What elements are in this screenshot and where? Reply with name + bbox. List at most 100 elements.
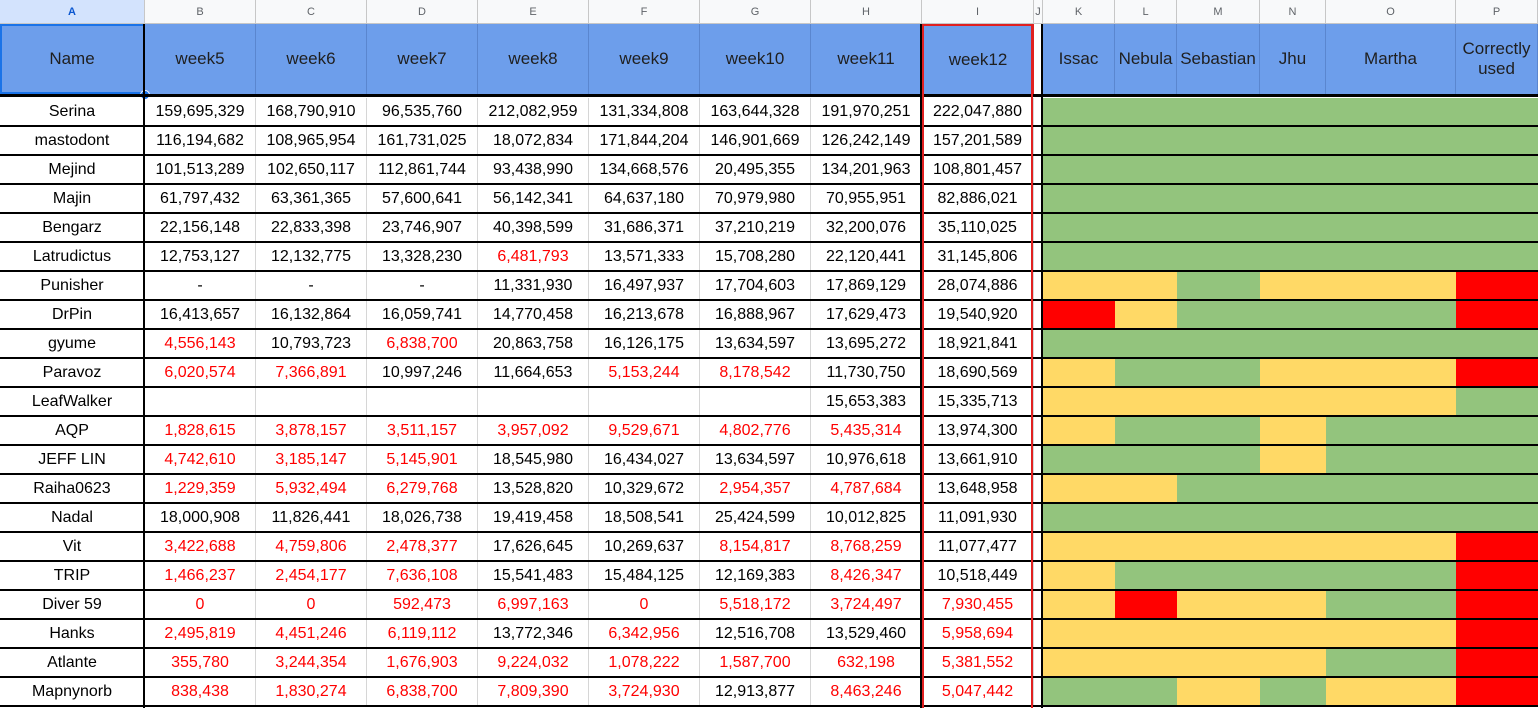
table-cell[interactable]: 18,921,841 [922,330,1034,357]
table-cell[interactable]: 17,626,645 [478,533,589,560]
status-cell-martha[interactable] [1326,185,1456,212]
table-cell[interactable]: 40,398,599 [478,214,589,241]
status-cell-jhu[interactable] [1260,591,1326,618]
table-cell[interactable]: 108,965,954 [256,127,367,154]
table-cell[interactable]: 63,361,365 [256,185,367,212]
status-cell-correctly-used[interactable] [1456,301,1538,328]
table-cell[interactable]: 31,686,371 [589,214,700,241]
status-cell-correctly-used[interactable] [1456,533,1538,560]
table-cell[interactable]: 15,708,280 [700,243,811,270]
status-cell-issac[interactable] [1043,359,1115,386]
table-cell[interactable]: 1,830,274 [256,678,367,705]
table-cell[interactable]: 222,047,880 [922,98,1034,125]
table-cell[interactable]: 1,676,903 [367,649,478,676]
table-cell[interactable]: 16,132,864 [256,301,367,328]
table-cell[interactable]: 23,746,907 [367,214,478,241]
status-cell-sebastian[interactable] [1177,475,1260,502]
table-cell[interactable]: 22,120,441 [811,243,922,270]
table-cell[interactable]: 18,000,908 [145,504,256,531]
table-cell[interactable]: 10,997,246 [367,359,478,386]
table-cell[interactable]: 13,528,820 [478,475,589,502]
table-cell[interactable]: 96,535,760 [367,98,478,125]
status-cell-jhu[interactable] [1260,678,1326,705]
table-cell[interactable]: 17,869,129 [811,272,922,299]
status-cell-sebastian[interactable] [1177,417,1260,444]
table-cell[interactable]: 6,997,163 [478,591,589,618]
status-cell-jhu[interactable] [1260,475,1326,502]
table-cell[interactable]: 8,768,259 [811,533,922,560]
table-cell[interactable]: 157,201,589 [922,127,1034,154]
header-week8[interactable]: week8 [478,24,589,94]
table-cell[interactable]: 16,497,937 [589,272,700,299]
status-cell-issac[interactable] [1043,591,1115,618]
status-cell-martha[interactable] [1326,475,1456,502]
status-cell-martha[interactable] [1326,504,1456,531]
table-cell[interactable]: 6,481,793 [478,243,589,270]
status-cell-sebastian[interactable] [1177,272,1260,299]
table-cell[interactable] [700,388,811,415]
row-name[interactable]: Hanks [0,620,145,647]
status-cell-correctly-used[interactable] [1456,98,1538,125]
table-cell[interactable]: 12,913,877 [700,678,811,705]
table-cell[interactable]: 6,119,112 [367,620,478,647]
status-cell-nebula[interactable] [1115,156,1177,183]
status-cell-issac[interactable] [1043,649,1115,676]
table-cell[interactable]: 5,381,552 [922,649,1034,676]
status-cell-martha[interactable] [1326,533,1456,560]
row-name[interactable]: mastodont [0,127,145,154]
status-cell-correctly-used[interactable] [1456,620,1538,647]
table-cell[interactable]: 592,473 [367,591,478,618]
table-cell[interactable]: 102,650,117 [256,156,367,183]
column-header-m[interactable]: M [1177,0,1260,24]
status-cell-sebastian[interactable] [1177,591,1260,618]
table-cell[interactable]: 70,979,980 [700,185,811,212]
status-cell-issac[interactable] [1043,272,1115,299]
status-cell-correctly-used[interactable] [1456,504,1538,531]
row-name[interactable]: Latrudictus [0,243,145,270]
status-cell-nebula[interactable] [1115,330,1177,357]
table-cell[interactable]: 8,178,542 [700,359,811,386]
table-cell[interactable]: 28,074,886 [922,272,1034,299]
table-cell[interactable]: 37,210,219 [700,214,811,241]
table-cell[interactable]: 838,438 [145,678,256,705]
column-header-g[interactable]: G [700,0,811,24]
table-cell[interactable]: 146,901,669 [700,127,811,154]
row-name[interactable]: Raiha0623 [0,475,145,502]
table-cell[interactable]: 355,780 [145,649,256,676]
status-cell-sebastian[interactable] [1177,678,1260,705]
row-name[interactable]: Mapnynorb [0,678,145,705]
row-name[interactable]: Vit [0,533,145,560]
status-cell-correctly-used[interactable] [1456,214,1538,241]
table-cell[interactable]: 11,331,930 [478,272,589,299]
table-cell[interactable]: 14,770,458 [478,301,589,328]
status-cell-issac[interactable] [1043,475,1115,502]
status-cell-martha[interactable] [1326,272,1456,299]
table-cell[interactable]: 12,516,708 [700,620,811,647]
table-cell[interactable]: 3,185,147 [256,446,367,473]
table-cell[interactable]: 8,426,347 [811,562,922,589]
table-cell[interactable]: 6,838,700 [367,330,478,357]
table-cell[interactable]: 18,026,738 [367,504,478,531]
row-name[interactable]: JEFF LIN [0,446,145,473]
status-cell-martha[interactable] [1326,562,1456,589]
status-cell-issac[interactable] [1043,446,1115,473]
table-cell[interactable]: 13,571,333 [589,243,700,270]
status-cell-issac[interactable] [1043,214,1115,241]
table-cell[interactable]: 1,229,359 [145,475,256,502]
table-cell[interactable]: 0 [589,591,700,618]
table-cell[interactable]: 16,126,175 [589,330,700,357]
status-cell-issac[interactable] [1043,243,1115,270]
status-cell-issac[interactable] [1043,678,1115,705]
status-cell-nebula[interactable] [1115,98,1177,125]
status-cell-jhu[interactable] [1260,272,1326,299]
row-name[interactable]: Punisher [0,272,145,299]
table-cell[interactable]: 3,244,354 [256,649,367,676]
status-cell-sebastian[interactable] [1177,301,1260,328]
status-cell-nebula[interactable] [1115,620,1177,647]
table-cell[interactable]: 171,844,204 [589,127,700,154]
header-week7[interactable]: week7 [367,24,478,94]
status-cell-martha[interactable] [1326,243,1456,270]
column-header-j[interactable]: J [1034,0,1043,24]
header-week11[interactable]: week11 [811,24,922,94]
status-cell-martha[interactable] [1326,446,1456,473]
